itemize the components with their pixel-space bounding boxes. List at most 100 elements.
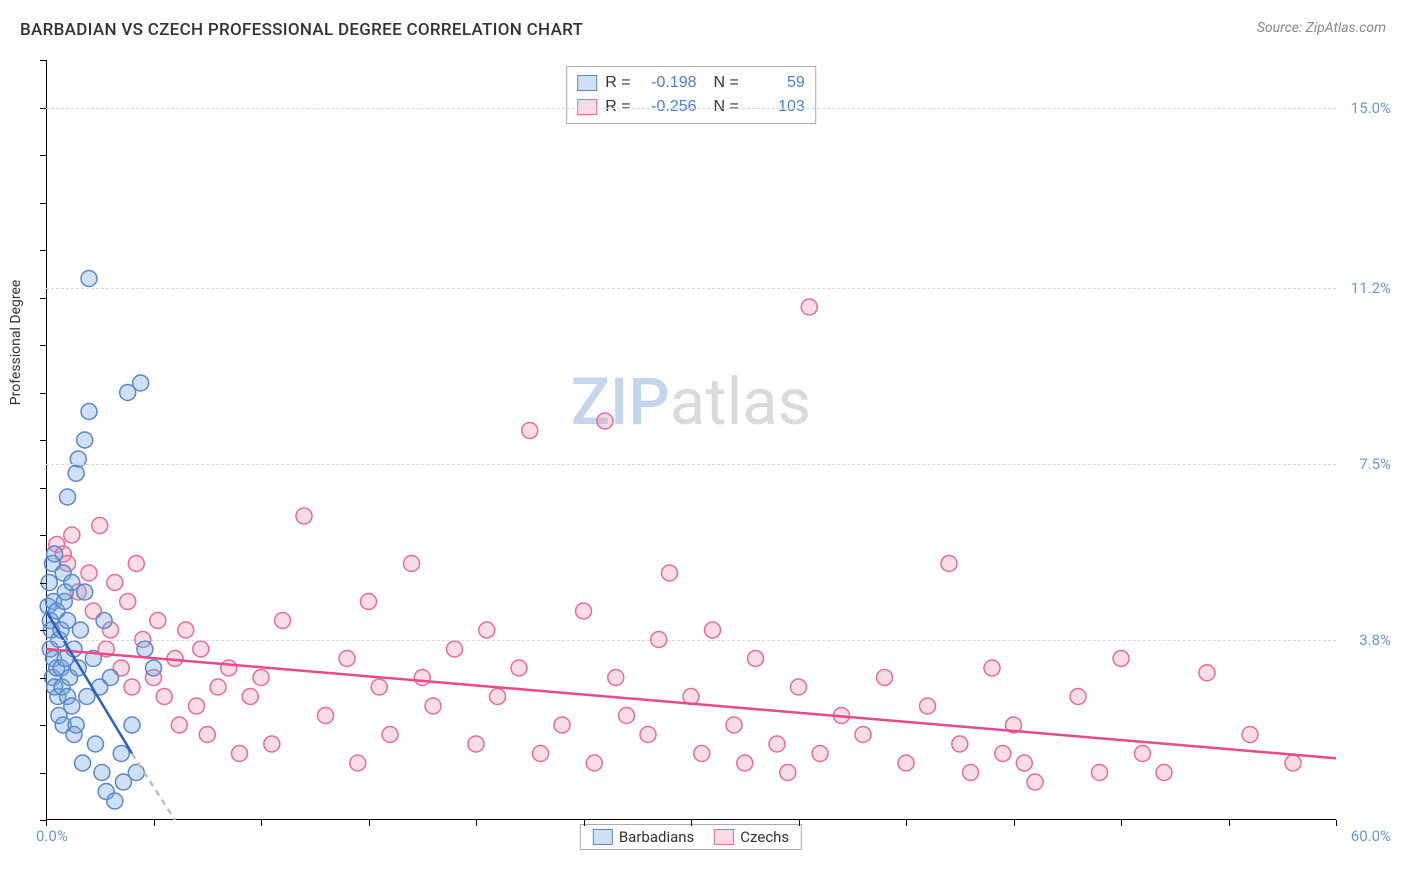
legend-item-barbadians: Barbadians: [593, 828, 694, 846]
data-point: [199, 727, 215, 743]
data-point: [511, 660, 527, 676]
data-point: [128, 556, 144, 572]
bottom-legend: Barbadians Czechs: [580, 824, 802, 850]
data-point: [533, 746, 549, 762]
y-tick: [40, 155, 46, 156]
data-point: [425, 698, 441, 714]
data-point: [77, 432, 93, 448]
x-tick: [476, 820, 477, 826]
x-tick: [584, 820, 585, 826]
data-point: [490, 689, 506, 705]
stats-box: R = -0.198 N = 59 R = -0.256 N = 103: [566, 66, 816, 124]
y-tick: [40, 630, 46, 631]
x-tick: [799, 820, 800, 826]
data-point: [608, 670, 624, 686]
data-point: [77, 584, 93, 600]
y-tick: [40, 298, 46, 299]
data-point: [1199, 665, 1215, 681]
data-point: [877, 670, 893, 686]
data-point: [619, 708, 635, 724]
x-tick: [154, 820, 155, 826]
data-point: [414, 670, 430, 686]
data-point: [371, 679, 387, 695]
y-axis-label: Professional Degree: [8, 280, 24, 406]
data-point: [597, 413, 613, 429]
data-point: [339, 651, 355, 667]
swatch-barbadians: [577, 75, 597, 91]
data-point: [1113, 651, 1129, 667]
data-point: [124, 717, 140, 733]
trend-line: [132, 754, 175, 821]
data-point: [81, 404, 97, 420]
x-tick: [46, 820, 47, 826]
data-point: [72, 622, 88, 638]
data-point: [995, 746, 1011, 762]
data-point: [156, 689, 172, 705]
data-point: [92, 518, 108, 534]
data-point: [1242, 727, 1258, 743]
data-point: [791, 679, 807, 695]
data-point: [107, 575, 123, 591]
legend-swatch-barbadians: [593, 829, 613, 845]
data-point: [705, 622, 721, 638]
trend-line: [46, 649, 1336, 758]
y-tick: [40, 440, 46, 441]
data-point: [576, 603, 592, 619]
chart-title: BARBADIAN VS CZECH PROFESSIONAL DEGREE C…: [20, 20, 583, 40]
data-point: [232, 746, 248, 762]
legend-item-czechs: Czechs: [714, 828, 789, 846]
source-label: Source: ZipAtlas.com: [1257, 20, 1386, 36]
x-tick: [906, 820, 907, 826]
data-point: [1092, 765, 1108, 781]
gridline: [46, 108, 1336, 109]
data-point: [404, 556, 420, 572]
data-point: [94, 765, 110, 781]
data-point: [107, 793, 123, 809]
data-point: [640, 727, 656, 743]
data-point: [64, 527, 80, 543]
data-point: [60, 489, 76, 505]
header: BARBADIAN VS CZECH PROFESSIONAL DEGREE C…: [0, 0, 1406, 40]
data-point: [694, 746, 710, 762]
x-tick: [1121, 820, 1122, 826]
data-point: [193, 641, 209, 657]
data-point: [189, 698, 205, 714]
data-point: [1285, 755, 1301, 771]
data-point: [941, 556, 957, 572]
data-point: [221, 660, 237, 676]
data-point: [75, 755, 91, 771]
data-point: [952, 736, 968, 752]
y-tick-label: 3.8%: [1359, 631, 1391, 649]
x-max-label: 60.0%: [1351, 827, 1391, 845]
y-tick: [40, 203, 46, 204]
y-tick: [40, 250, 46, 251]
data-point: [468, 736, 484, 752]
gridline: [46, 464, 1336, 465]
data-point: [146, 660, 162, 676]
data-point: [318, 708, 334, 724]
y-tick: [40, 725, 46, 726]
y-tick-label: 11.2%: [1351, 279, 1391, 297]
data-point: [522, 423, 538, 439]
data-point: [133, 375, 149, 391]
data-point: [296, 508, 312, 524]
data-point: [662, 565, 678, 581]
legend-label-czechs: Czechs: [740, 828, 789, 846]
chart-container: Professional Degree 0.0% 60.0% ZIPatlas …: [46, 60, 1386, 860]
data-point: [178, 622, 194, 638]
y-tick: [40, 60, 46, 61]
data-point: [275, 613, 291, 629]
legend-swatch-czechs: [714, 829, 734, 845]
y-tick: [40, 678, 46, 679]
data-point: [210, 679, 226, 695]
y-tick: [40, 108, 46, 109]
data-point: [242, 689, 258, 705]
x-tick: [1336, 820, 1337, 826]
data-point: [586, 755, 602, 771]
stats-row-barbadians: R = -0.198 N = 59: [577, 71, 805, 95]
data-point: [253, 670, 269, 686]
data-point: [1135, 746, 1151, 762]
data-point: [68, 465, 84, 481]
data-point: [963, 765, 979, 781]
data-point: [81, 271, 97, 287]
